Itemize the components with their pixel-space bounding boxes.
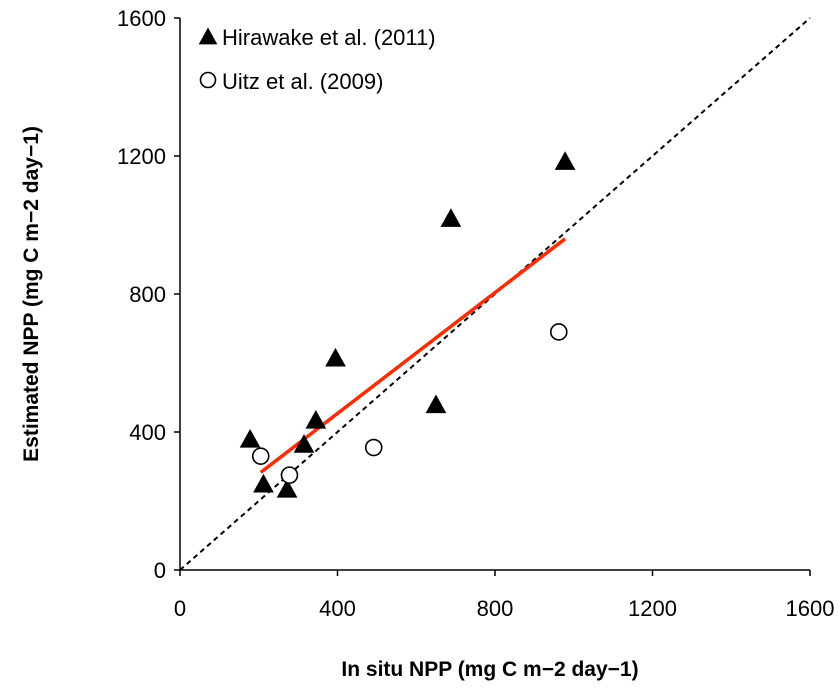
axes: 0 400 800 1200 1600 0 400 800 1200 1600: [117, 6, 834, 621]
triangle-point: [305, 410, 327, 429]
y-axis-title: Estimated NPP (mg C m−2 day−1): [20, 126, 43, 462]
triangle-point: [239, 428, 261, 448]
legend: Hirawake et al. (2011) Uitz et al. (2009): [198, 25, 436, 94]
x-tick-label: 0: [174, 596, 186, 621]
y-tick-label: 0: [154, 558, 166, 583]
data-points: [239, 151, 576, 498]
circle-point: [364, 438, 383, 457]
x-tick-label: 800: [477, 596, 514, 621]
circle-point: [251, 447, 270, 465]
y-tick-label: 800: [129, 282, 166, 307]
y-tick-label: 1200: [117, 144, 166, 169]
legend-label: Uitz et al. (2009): [222, 69, 383, 94]
reference-lines: [179, 17, 811, 571]
legend-triangle-marker: [198, 27, 218, 45]
circle-point: [280, 466, 299, 484]
y-tick-label: 1600: [117, 6, 166, 31]
regression-line: [259, 237, 567, 474]
y-tick-label: 400: [129, 420, 166, 445]
triangle-point: [253, 473, 274, 493]
triangle-point: [325, 347, 346, 367]
triangle-point: [293, 434, 315, 453]
circle-point: [549, 323, 568, 341]
x-axis-title: In situ NPP (mg C m−2 day−1): [341, 658, 638, 681]
x-tick-label: 400: [319, 596, 356, 621]
triangle-point: [276, 479, 298, 498]
legend-circle-marker: [199, 71, 217, 89]
triangle-point: [425, 394, 447, 414]
x-tick-label: 1600: [786, 596, 835, 621]
legend-label: Hirawake et al. (2011): [222, 25, 436, 50]
triangle-point: [440, 208, 462, 227]
x-tick-label: 1200: [628, 596, 677, 621]
triangle-point: [554, 151, 576, 170]
